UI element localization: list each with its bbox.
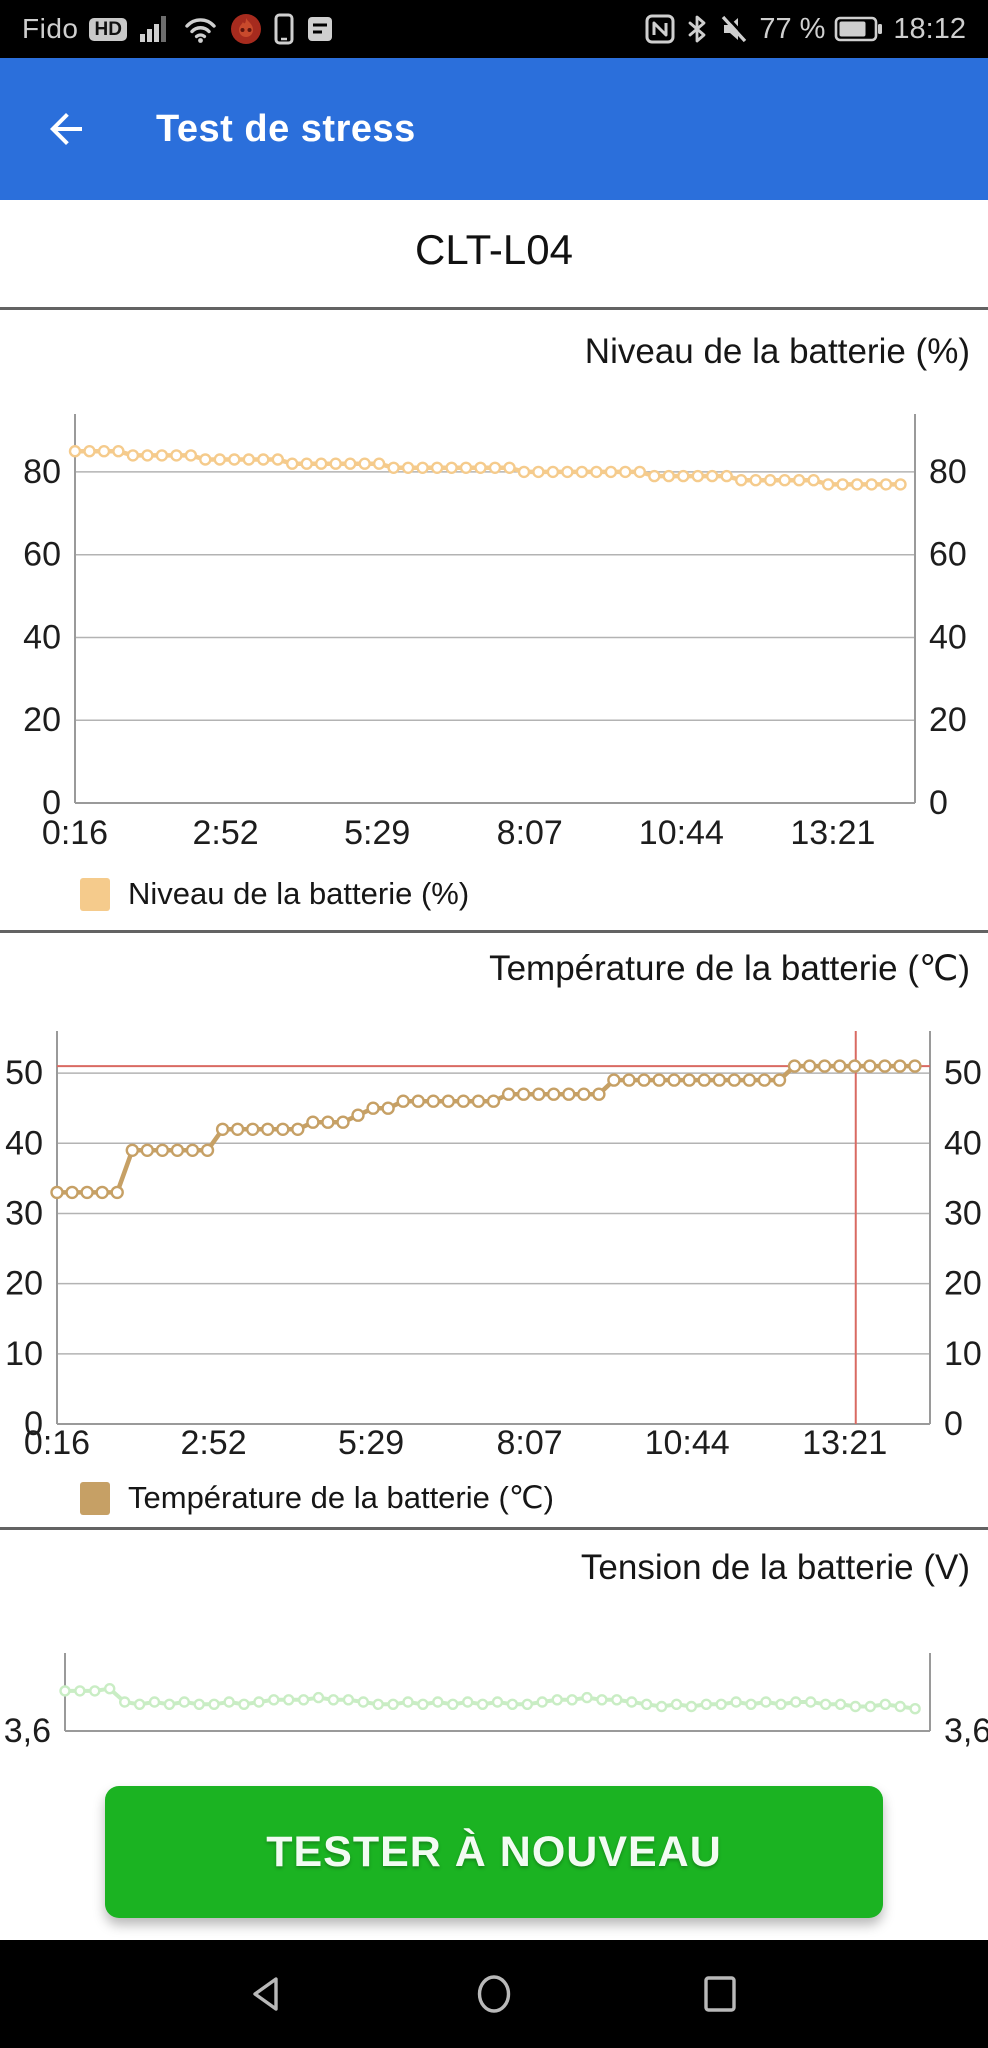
svg-text:0: 0	[24, 1405, 43, 1443]
home-circle-icon	[477, 1975, 511, 2013]
svg-text:8:07: 8:07	[497, 1424, 563, 1462]
battery-temperature-legend-swatch	[80, 1481, 110, 1515]
recents-square-icon	[704, 1976, 736, 2012]
battery-level-chart-title: Niveau de la batterie (%)	[584, 332, 970, 371]
arrow-left-icon	[50, 113, 82, 145]
svg-text:2:52: 2:52	[193, 814, 259, 852]
svg-text:8:07: 8:07	[497, 814, 563, 852]
back-triangle-icon	[253, 1977, 278, 2011]
battery-level-chart: 0 0 20 20 40 40 60 60 80 80 0:16 2:52 5:29 8:07 10:44 1…	[23, 414, 967, 852]
svg-text:5:29: 5:29	[344, 814, 410, 852]
svg-text:3,6: 3,6	[944, 1712, 988, 1750]
svg-text:20: 20	[23, 701, 61, 739]
nav-back-button[interactable]	[240, 1966, 296, 2022]
svg-text:50: 50	[944, 1054, 982, 1092]
battery-voltage-chart: 3,6 3,6	[4, 1653, 988, 1750]
svg-text:40: 40	[23, 618, 61, 656]
clock-label: 18:12	[893, 12, 966, 45]
svg-text:20: 20	[944, 1265, 982, 1303]
svg-text:13:21: 13:21	[802, 1424, 887, 1462]
device-model-label: CLT-L04	[415, 226, 573, 273]
battery-temperature-chart: 0 0 10 10 20 20 30 30 40 40 50 50 0:16 2:52 5:29 8:07 10…	[5, 1031, 982, 1462]
battery-temperature-legend-label: Température de la batterie (℃)	[128, 1480, 554, 1515]
battery-percent-label: 77 %	[759, 12, 826, 45]
nfc-icon	[645, 14, 675, 44]
wifi-icon	[185, 18, 216, 43]
battery-temperature-section: Température de la batterie (℃) 0 0 10 10 20 2…	[0, 933, 988, 1527]
svg-text:40: 40	[944, 1124, 982, 1162]
battery-level-legend-label: Niveau de la batterie (%)	[128, 876, 470, 911]
battery-temperature-legend: Température de la batterie (℃)	[80, 1480, 554, 1516]
svg-text:40: 40	[929, 618, 967, 656]
svg-text:10: 10	[5, 1335, 43, 1373]
svg-text:60: 60	[929, 536, 967, 574]
svg-text:20: 20	[5, 1265, 43, 1303]
status-right-group: 77 % 18:12	[644, 13, 966, 46]
battery-voltage-section: Tension de la batterie (V) 3,6 3,6	[0, 1530, 988, 1774]
battery-voltage-chart-title: Tension de la batterie (V)	[580, 1548, 970, 1587]
section-divider	[0, 1527, 988, 1530]
svg-text:30: 30	[5, 1194, 43, 1232]
svg-text:10:44: 10:44	[645, 1424, 730, 1462]
status-bar: Fido HD	[0, 0, 988, 58]
svg-text:2:52: 2:52	[180, 1424, 246, 1462]
app-bar: Test de stress	[0, 58, 988, 200]
android-nav-bar	[0, 1940, 988, 2048]
svg-text:0: 0	[42, 784, 61, 822]
svg-text:5:29: 5:29	[338, 1424, 404, 1462]
svg-text:80: 80	[929, 453, 967, 491]
battery-icon	[835, 16, 883, 42]
svg-text:10: 10	[944, 1335, 982, 1373]
svg-text:13:21: 13:21	[790, 814, 875, 852]
battery-level-section: Niveau de la batterie (%) 0 0 20 20 40 40 60 60…	[0, 310, 988, 930]
svg-text:50: 50	[5, 1054, 43, 1092]
svg-text:0: 0	[944, 1405, 963, 1443]
carrier-label: Fido	[22, 13, 79, 44]
messages-icon	[307, 17, 332, 41]
svg-text:60: 60	[23, 536, 61, 574]
flame-app-icon	[230, 14, 261, 44]
signal-bars-icon	[139, 16, 166, 42]
section-divider	[0, 930, 988, 933]
svg-text:0:16: 0:16	[42, 814, 108, 852]
battery-level-legend: Niveau de la batterie (%)	[80, 876, 469, 912]
nav-home-button[interactable]	[466, 1966, 522, 2022]
phone-icon	[274, 13, 294, 45]
section-divider	[0, 307, 988, 310]
page-title: Test de stress	[156, 107, 416, 150]
svg-text:3,6: 3,6	[4, 1712, 51, 1750]
svg-text:0: 0	[929, 784, 948, 822]
svg-text:0:16: 0:16	[24, 1424, 90, 1462]
hd-badge: HD	[89, 17, 127, 41]
battery-level-legend-swatch	[80, 877, 110, 911]
svg-text:10:44: 10:44	[639, 814, 724, 852]
svg-text:80: 80	[23, 453, 61, 491]
battery-temperature-chart-title: Température de la batterie (℃)	[489, 949, 970, 988]
svg-text:40: 40	[5, 1124, 43, 1162]
mute-icon	[722, 14, 750, 43]
bluetooth-icon	[688, 15, 706, 43]
nav-recents-button[interactable]	[692, 1966, 748, 2022]
back-button[interactable]	[38, 101, 94, 157]
svg-text:20: 20	[929, 701, 967, 739]
status-left-group: Fido HD	[22, 13, 334, 45]
svg-text:30: 30	[944, 1194, 982, 1232]
retest-button[interactable]: TESTER À NOUVEAU	[105, 1786, 883, 1918]
